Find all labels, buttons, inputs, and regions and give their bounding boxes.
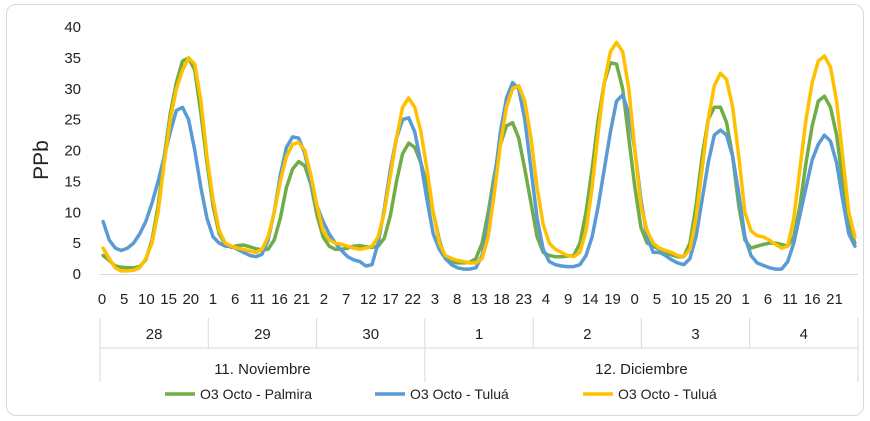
y-tick-label: 0 [73,266,81,283]
x-month-label: 11. Noviembre [214,361,310,378]
x-hour-tick-label: 20 [182,291,199,308]
x-hour-tick-label: 20 [715,291,732,308]
y-tick-label: 30 [64,81,81,98]
x-hour-tick-label: 21 [293,291,310,308]
x-hour-tick-label: 10 [671,291,688,308]
legend-label-2: O3 Octo - Tuluá [618,386,717,402]
x-day-label: 3 [691,326,699,343]
x-hour-tick-label: 12 [360,291,377,308]
x-hour-tick-label: 16 [804,291,821,308]
y-tick-label: 20 [64,143,81,160]
x-hour-tick-label: 6 [764,291,772,308]
x-hour-tick-label: 22 [404,291,421,308]
legend-label-1: O3 Octo - Tuluá [410,386,509,402]
x-month-label: 12. Diciembre [595,361,688,378]
y-tick-label: 10 [64,204,81,221]
x-hour-tick-label: 1 [209,291,217,308]
x-hour-tick-label: 5 [120,291,128,308]
x-hour-tick-label: 13 [471,291,488,308]
series-layer [101,40,857,273]
y-tick-label: 25 [64,112,81,129]
legend: O3 Octo - Palmira O3 Octo - Tuluá O3 Octo … [165,386,717,402]
y-tick-label: 35 [64,50,81,67]
x-hour-tick-label: 17 [382,291,399,308]
y-axis-label: PPb [30,140,53,180]
series-line-0 [101,56,857,270]
x-hour-tick-label: 23 [515,291,532,308]
x-hour-tick-label: 2 [320,291,328,308]
x-hour-tick-label: 10 [138,291,155,308]
x-day-label: 28 [146,326,163,343]
x-hour-tick-label: 15 [693,291,710,308]
x-hour-tick-label: 7 [342,291,350,308]
x-day-label: 1 [475,326,483,343]
y-tick-label: 40 [64,19,81,36]
x-hour-tick-label: 21 [826,291,843,308]
x-hour-tick-label: 0 [631,291,639,308]
x-hour-tick-label: 4 [542,291,550,308]
series-line-2 [101,40,857,273]
x-day-label: 4 [800,326,808,343]
x-hour-tick-label: 16 [271,291,288,308]
x-hour-tick-label: 14 [582,291,599,308]
x-hour-tick-label: 9 [564,291,572,308]
x-day-label: 29 [254,326,271,343]
legend-label-0: O3 Octo - Palmira [200,386,312,402]
x-hour-tick-label: 5 [653,291,661,308]
x-day-label: 30 [362,326,379,343]
x-hour-tick-label: 19 [604,291,621,308]
x-hour-tick-label: 3 [431,291,439,308]
y-tick-label: 15 [64,173,81,190]
x-hour-tick-label: 6 [231,291,239,308]
x-hour-tick-label: 18 [493,291,510,308]
x-hour-tick-label: 11 [782,291,798,308]
y-tick-label: 5 [73,235,81,252]
x-hour-tick-label: 1 [742,291,750,308]
x-hour-tick-label: 0 [98,291,106,308]
x-hour-tick-label: 11 [250,291,266,308]
x-hour-tick-label: 8 [453,291,461,308]
x-hour-tick-label: 15 [160,291,177,308]
x-day-label: 2 [583,326,591,343]
